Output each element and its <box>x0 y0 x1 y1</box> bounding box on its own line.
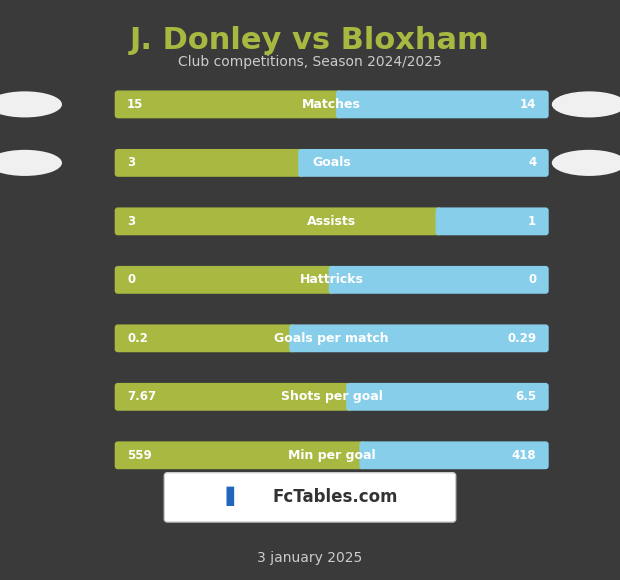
Text: 0.2: 0.2 <box>127 332 148 345</box>
FancyBboxPatch shape <box>115 266 335 294</box>
FancyBboxPatch shape <box>115 441 366 469</box>
Text: ▐: ▐ <box>219 487 234 506</box>
Text: Hattricks: Hattricks <box>299 273 364 287</box>
Text: J. Donley vs Bloxham: J. Donley vs Bloxham <box>130 26 490 55</box>
Text: 3 january 2025: 3 january 2025 <box>257 551 363 565</box>
Text: 0.29: 0.29 <box>507 332 536 345</box>
Text: 0: 0 <box>127 273 135 287</box>
Text: FcTables.com: FcTables.com <box>272 488 397 506</box>
Text: 559: 559 <box>127 449 152 462</box>
FancyBboxPatch shape <box>329 266 549 294</box>
Text: 0: 0 <box>528 273 536 287</box>
Text: 3: 3 <box>127 157 135 169</box>
FancyBboxPatch shape <box>115 149 304 177</box>
Text: Club competitions, Season 2024/2025: Club competitions, Season 2024/2025 <box>178 55 442 69</box>
Text: 7.67: 7.67 <box>127 390 156 403</box>
Text: Goals: Goals <box>312 157 351 169</box>
Text: 418: 418 <box>512 449 536 462</box>
FancyBboxPatch shape <box>298 149 549 177</box>
FancyBboxPatch shape <box>115 324 296 352</box>
FancyBboxPatch shape <box>115 383 352 411</box>
Text: 4: 4 <box>528 157 536 169</box>
Ellipse shape <box>552 150 620 176</box>
Text: Matches: Matches <box>303 98 361 111</box>
Text: Shots per goal: Shots per goal <box>281 390 383 403</box>
FancyBboxPatch shape <box>115 90 342 118</box>
FancyBboxPatch shape <box>290 324 549 352</box>
FancyBboxPatch shape <box>115 208 441 235</box>
Text: 3: 3 <box>127 215 135 228</box>
Text: Assists: Assists <box>307 215 356 228</box>
Text: Goals per match: Goals per match <box>275 332 389 345</box>
Ellipse shape <box>552 92 620 118</box>
FancyBboxPatch shape <box>164 473 456 522</box>
Text: Min per goal: Min per goal <box>288 449 376 462</box>
Text: 6.5: 6.5 <box>515 390 536 403</box>
FancyBboxPatch shape <box>360 441 549 469</box>
Ellipse shape <box>0 150 62 176</box>
Text: 1: 1 <box>528 215 536 228</box>
FancyBboxPatch shape <box>346 383 549 411</box>
Text: 15: 15 <box>127 98 143 111</box>
FancyBboxPatch shape <box>435 208 549 235</box>
Text: 14: 14 <box>520 98 536 111</box>
Ellipse shape <box>0 92 62 118</box>
FancyBboxPatch shape <box>336 90 549 118</box>
